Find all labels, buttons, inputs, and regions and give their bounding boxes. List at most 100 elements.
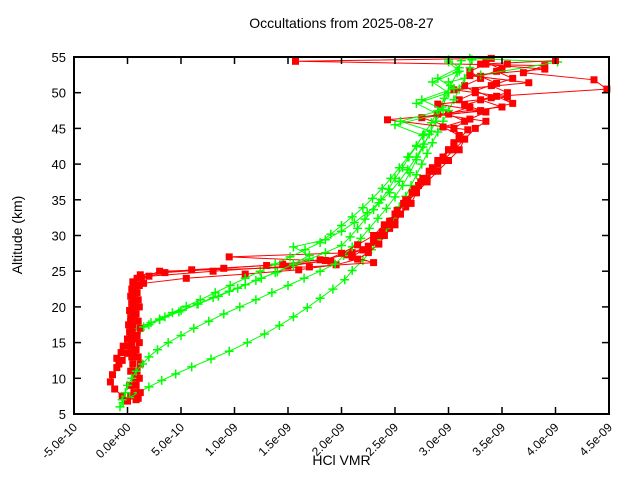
data-point-marker — [225, 253, 233, 261]
data-point-marker — [128, 328, 136, 336]
data-point-marker — [120, 388, 130, 398]
data-point-marker — [117, 349, 125, 357]
data-point-marker — [124, 349, 131, 357]
data-point-marker — [131, 366, 141, 376]
data-point-marker — [477, 60, 485, 68]
data-point-marker — [109, 371, 116, 379]
data-point-marker — [337, 241, 346, 250]
data-point-marker — [135, 339, 143, 347]
data-point-marker — [427, 77, 437, 87]
data-point-marker — [434, 167, 442, 175]
data-point-marker — [139, 322, 149, 332]
green-occultation-4-line — [121, 57, 558, 400]
data-point-marker — [153, 345, 162, 355]
x-tick-label: 4.5e-09 — [576, 420, 615, 459]
data-point-marker — [315, 238, 325, 248]
data-point-marker — [373, 213, 383, 223]
data-point-marker — [394, 163, 404, 173]
data-point-marker — [330, 259, 340, 269]
data-point-marker — [347, 266, 357, 275]
data-point-marker — [493, 79, 501, 87]
data-point-marker — [391, 210, 399, 218]
data-point-marker — [124, 335, 131, 343]
data-point-marker — [285, 252, 295, 262]
data-point-marker — [134, 353, 142, 361]
data-point-marker — [134, 317, 142, 325]
data-point-marker — [412, 189, 420, 197]
data-point-marker — [390, 120, 400, 130]
data-point-marker — [327, 257, 335, 265]
data-point-marker — [337, 226, 346, 236]
data-point-marker — [509, 74, 517, 82]
data-point-marker — [117, 395, 127, 405]
data-point-marker — [386, 173, 396, 183]
data-point-marker — [133, 289, 141, 297]
data-point-marker — [411, 98, 421, 108]
data-point-marker — [134, 394, 142, 402]
data-point-marker — [156, 267, 164, 275]
data-point-marker — [135, 374, 143, 382]
data-point-marker — [174, 307, 184, 317]
data-point-marker — [408, 189, 416, 197]
data-point-marker — [288, 242, 298, 252]
data-point-marker — [386, 221, 394, 229]
data-point-marker — [358, 203, 368, 213]
data-point-marker — [525, 79, 533, 87]
data-point-marker — [354, 255, 362, 263]
data-point-marker — [411, 170, 421, 180]
data-point-marker — [267, 288, 277, 298]
data-point-marker — [452, 68, 462, 78]
y-tick-label: 15 — [52, 336, 66, 351]
data-point-marker — [283, 281, 293, 290]
data-point-marker — [127, 342, 135, 350]
data-point-marker — [129, 360, 137, 368]
data-point-marker — [123, 380, 132, 390]
data-point-marker — [417, 159, 427, 169]
data-point-marker — [176, 331, 186, 340]
data-point-marker — [454, 63, 464, 73]
data-point-marker — [299, 273, 309, 283]
data-point-marker — [461, 117, 469, 125]
data-point-marker — [193, 299, 203, 309]
data-point-marker — [115, 360, 123, 368]
data-point-marker — [381, 203, 391, 213]
data-point-marker — [320, 248, 330, 258]
data-point-marker — [465, 53, 475, 63]
data-point-marker — [304, 251, 314, 260]
data-point-marker — [263, 262, 271, 269]
data-point-marker — [260, 329, 269, 339]
data-point-marker — [434, 157, 442, 164]
data-point-marker — [128, 285, 136, 293]
data-point-marker — [182, 274, 190, 282]
data-point-marker — [503, 60, 511, 68]
data-point-marker — [292, 57, 299, 65]
data-point-marker — [340, 275, 350, 285]
data-point-marker — [144, 382, 154, 392]
data-point-marker — [455, 146, 463, 154]
y-tick-label: 45 — [52, 121, 66, 136]
data-point-marker — [274, 321, 284, 330]
data-point-marker — [353, 223, 363, 233]
data-point-marker — [295, 266, 303, 274]
data-point-marker — [390, 192, 400, 202]
data-point-marker — [127, 367, 135, 375]
data-point-marker — [132, 310, 140, 318]
data-point-marker — [498, 65, 506, 73]
data-point-marker — [113, 364, 121, 372]
data-point-marker — [403, 152, 413, 162]
data-point-marker — [385, 188, 395, 198]
data-point-marker — [111, 385, 119, 393]
data-point-marker — [541, 65, 549, 73]
data-point-marker — [129, 349, 137, 357]
data-point-marker — [461, 135, 469, 143]
data-point-marker — [466, 115, 474, 123]
data-point-marker — [134, 296, 142, 304]
data-point-marker — [407, 199, 415, 207]
data-point-marker — [374, 198, 384, 208]
data-point-marker — [434, 160, 442, 168]
data-point-marker — [493, 92, 501, 100]
data-point-marker — [288, 312, 298, 322]
data-point-marker — [411, 152, 421, 162]
data-point-marker — [130, 278, 138, 286]
data-point-marker — [464, 126, 472, 134]
